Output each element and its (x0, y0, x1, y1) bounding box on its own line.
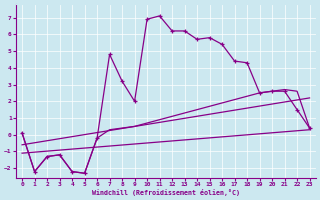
X-axis label: Windchill (Refroidissement éolien,°C): Windchill (Refroidissement éolien,°C) (92, 189, 240, 196)
